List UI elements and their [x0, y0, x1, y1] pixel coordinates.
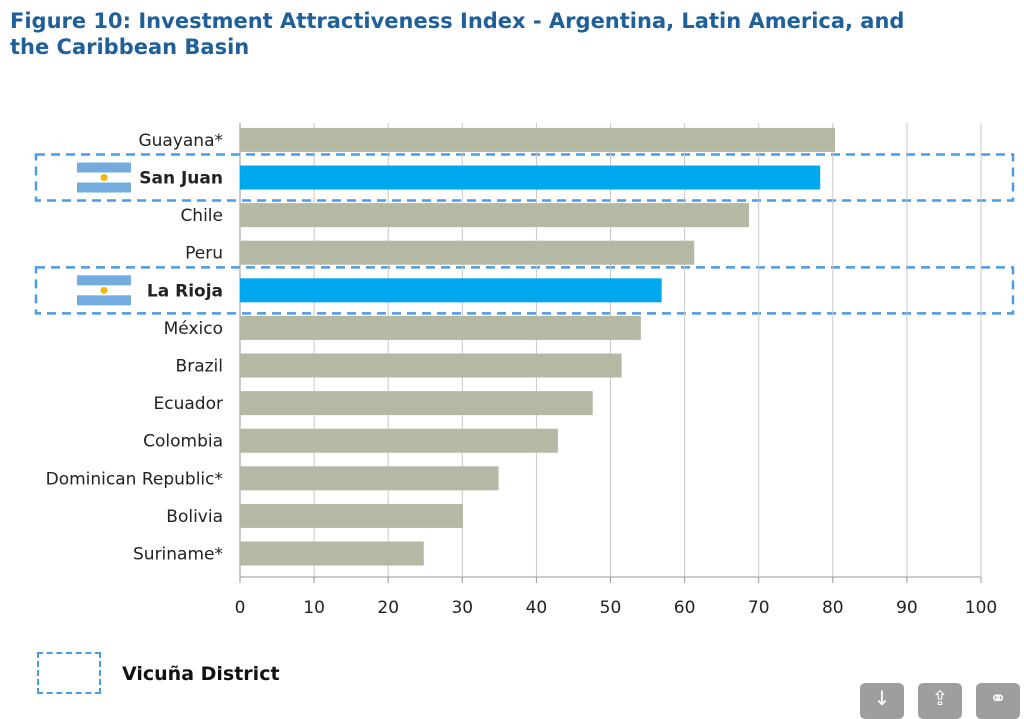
argentina-flag-icon: [77, 162, 131, 193]
flag-stripe-bottom: [77, 295, 131, 306]
flag-stripe-top: [77, 162, 131, 173]
x-tick-label: 20: [377, 598, 399, 618]
category-label: Suriname*: [133, 545, 223, 565]
bar: [240, 240, 695, 265]
bar: [240, 203, 750, 228]
figure-title: Figure 10: Investment Attractiveness Ind…: [10, 9, 905, 59]
category-label: Colombia: [143, 432, 223, 452]
x-tick-label: 10: [303, 598, 325, 618]
bar: [240, 315, 641, 340]
bar: [240, 278, 662, 303]
bar: [240, 428, 558, 453]
bar: [240, 503, 464, 528]
legend-swatch: [37, 652, 101, 694]
bar: [240, 391, 593, 416]
x-tick-label: 50: [600, 598, 622, 618]
category-label: Peru: [185, 244, 223, 264]
category-label: Guayana*: [138, 131, 223, 151]
flag-stripe-bottom: [77, 182, 131, 193]
x-tick-label: 30: [451, 598, 473, 618]
category-label: Bolivia: [166, 507, 223, 527]
x-tick-label: 0: [235, 598, 246, 618]
bar: [240, 353, 622, 378]
flag-sun: [100, 174, 108, 182]
category-label: San Juan: [139, 169, 223, 189]
category-label: Dominican Republic*: [46, 469, 223, 489]
highlight-frame: [34, 266, 1015, 315]
bar: [240, 466, 499, 491]
flag-sun: [100, 286, 108, 294]
flag-stripe-top: [77, 275, 131, 286]
x-tick-label: 40: [526, 598, 548, 618]
category-label: Chile: [180, 206, 223, 226]
legend-label: Vicuña District: [122, 663, 280, 685]
bar: [240, 127, 836, 152]
bar: [240, 541, 424, 566]
x-tick-label: 70: [748, 598, 770, 618]
category-label: La Rioja: [147, 281, 223, 301]
link-icon[interactable]: ⚭: [976, 683, 1020, 719]
highlight-frame: [34, 153, 1015, 202]
share-icon[interactable]: ⇪: [918, 683, 962, 719]
category-label: Ecuador: [154, 394, 223, 414]
bar: [240, 165, 821, 190]
category-label: Brazil: [176, 357, 223, 377]
chart-toolbar: ↓ ⇪ ⚭: [860, 683, 1020, 719]
x-tick-label: 90: [896, 598, 918, 618]
x-tick-label: 80: [822, 598, 844, 618]
category-label: México: [164, 319, 223, 339]
x-tick-label: 100: [965, 598, 997, 618]
bar-chart: Guayana* San Juan Chile Peru La Rioja México B…: [34, 123, 1015, 618]
x-tick-label: 60: [674, 598, 696, 618]
argentina-flag-icon: [77, 275, 131, 306]
download-icon[interactable]: ↓: [860, 683, 904, 719]
